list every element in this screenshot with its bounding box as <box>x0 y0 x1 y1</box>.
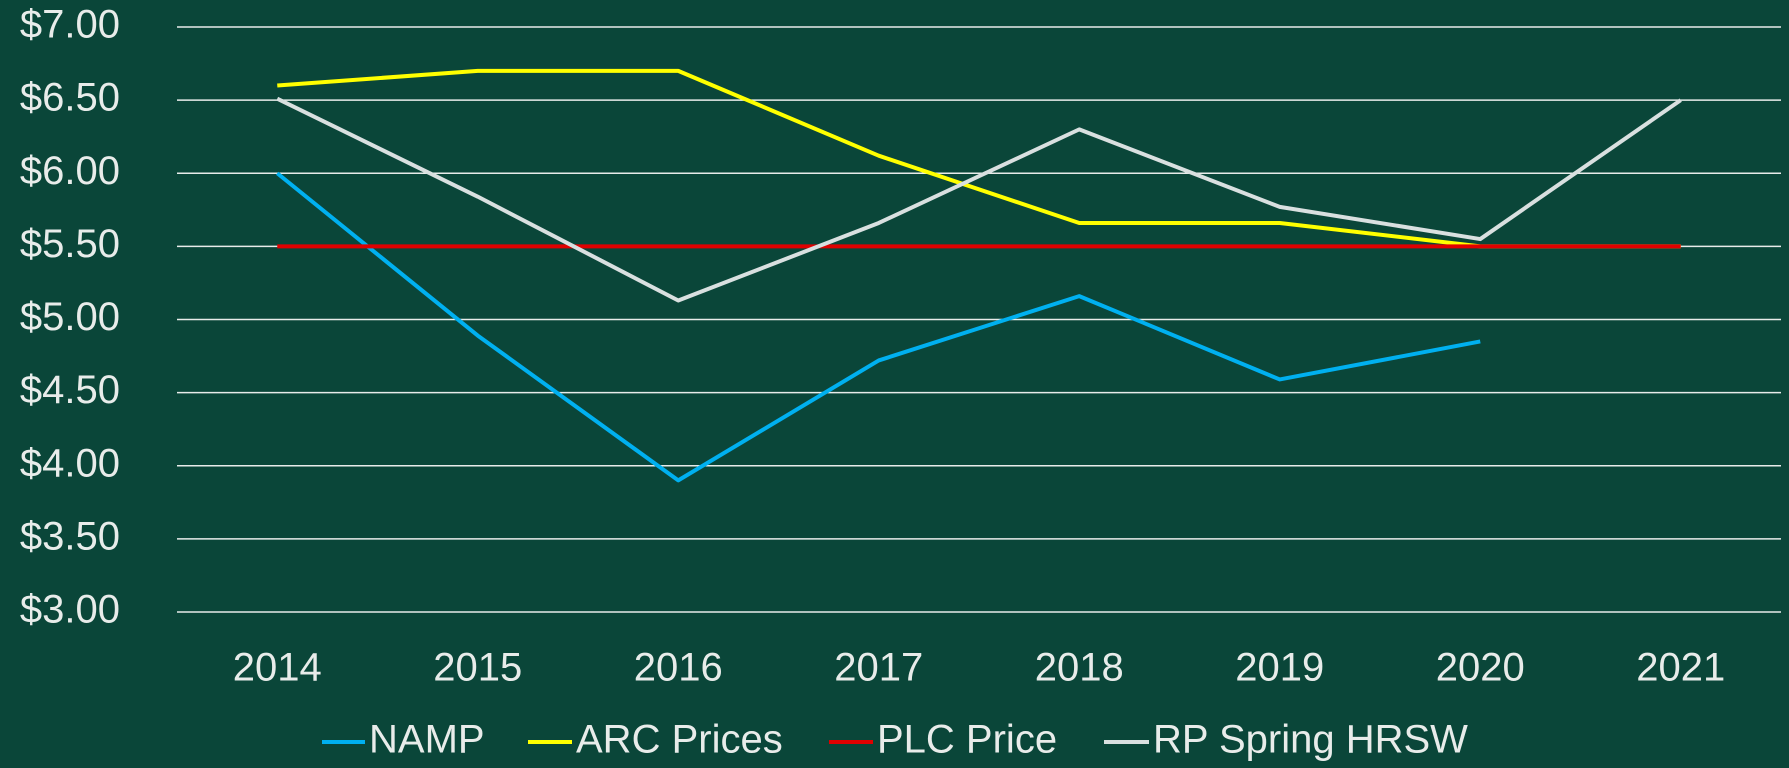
legend-label: PLC Price <box>877 718 1057 762</box>
x-tick-label: 2016 <box>634 646 723 690</box>
y-tick-label: $5.50 <box>20 222 120 266</box>
legend-label: NAMP <box>369 718 485 762</box>
y-tick-label: $5.00 <box>20 295 120 339</box>
y-tick-label: $6.50 <box>20 76 120 120</box>
y-tick-label: $3.00 <box>20 588 120 632</box>
x-tick-label: 2014 <box>233 646 322 690</box>
series-line <box>276 96 1682 303</box>
x-tick-label: 2018 <box>1035 646 1124 690</box>
y-tick-label: $3.50 <box>20 514 120 558</box>
x-tick-label: 2020 <box>1436 646 1525 690</box>
legend-label: ARC Prices <box>576 718 783 762</box>
legend-label: RP Spring HRSW <box>1153 718 1468 762</box>
series-line <box>275 171 1481 483</box>
y-tick-label: $4.50 <box>20 368 120 412</box>
x-tick-label: 2021 <box>1636 646 1725 690</box>
x-tick-label: 2017 <box>834 646 923 690</box>
x-tick-label: 2015 <box>433 646 522 690</box>
y-tick-label: $4.00 <box>20 441 120 485</box>
series-line <box>277 68 1681 249</box>
y-tick-label: $7.00 <box>20 3 120 47</box>
x-tick-label: 2019 <box>1235 646 1324 690</box>
y-tick-label: $6.00 <box>20 149 120 193</box>
